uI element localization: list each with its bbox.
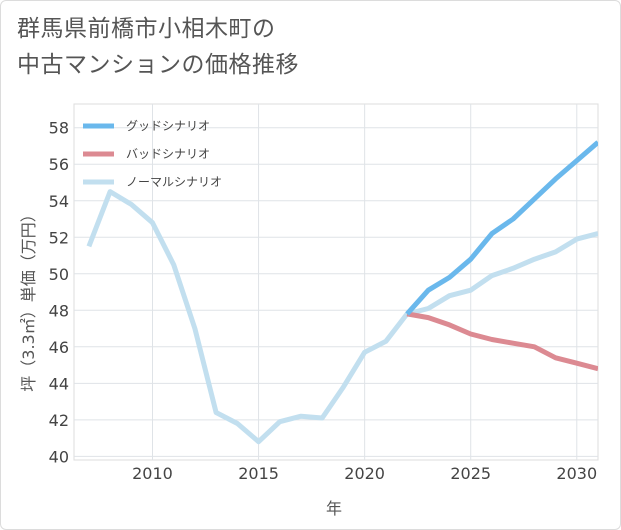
y-tick-label: 44 (49, 374, 69, 393)
y-tick-label: 46 (49, 338, 69, 357)
series-line-0 (405, 140, 598, 316)
y-tick-label: 54 (49, 192, 69, 211)
legend-label-0: グッドシナリオ (126, 119, 210, 133)
y-tick-label: 56 (49, 155, 69, 174)
axis-ticks: 2010 2015 2020 2025 2030 40 42 44 46 48 50 52 54 56 58 (49, 119, 598, 483)
x-axis-label: 年 (326, 499, 342, 518)
y-tick-label: 58 (49, 119, 69, 138)
y-tick-label: 50 (49, 265, 69, 284)
x-tick-label: 2020 (344, 464, 385, 483)
chart-title-line-2: 中古マンションの価格推移 (17, 52, 299, 78)
y-tick-label: 48 (49, 301, 69, 320)
chart-title: 群馬県前橋市小相木町の 中古マンションの価格推移 (17, 11, 299, 83)
y-axis-label: 坪（3.3㎡）単価（万円） (19, 206, 38, 391)
legend-label-1: バッドシナリオ (126, 147, 210, 161)
x-tick-label: 2025 (450, 464, 491, 483)
series-line-1 (406, 311, 598, 372)
x-tick-label: 2030 (556, 464, 597, 483)
series-line-2 (86, 189, 598, 445)
y-tick-label: 52 (49, 228, 69, 247)
chart-title-line-1: 群馬県前橋市小相木町の (17, 16, 276, 42)
grid-lines (74, 104, 598, 460)
legend-label-2: ノーマルシナリオ (126, 175, 222, 189)
y-tick-label: 42 (49, 411, 69, 430)
x-tick-label: 2015 (238, 464, 279, 483)
x-tick-label: 2010 (132, 464, 173, 483)
series-layer (86, 140, 598, 445)
y-tick-label: 40 (49, 447, 69, 466)
